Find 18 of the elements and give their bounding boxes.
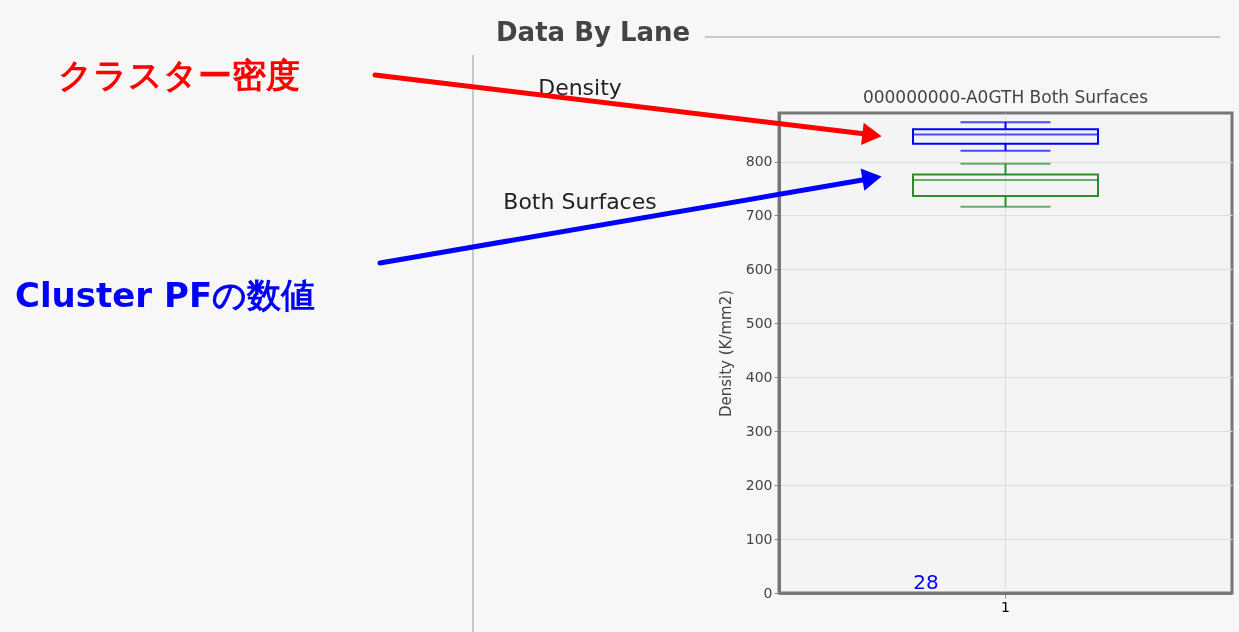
y-tick-label: 300	[745, 422, 773, 439]
y-tick-label: 500	[745, 314, 773, 331]
text: Data By Lane	[496, 17, 691, 47]
chart-title: 000000000-A0GTH Both Surfaces	[862, 87, 1149, 107]
y-tick-label: 700	[745, 206, 773, 223]
text: クラスター密度	[58, 55, 300, 95]
y-axis-title: Density (K/mm2)	[716, 289, 735, 418]
y-tick-label: 200	[745, 476, 773, 493]
text: Both Surfaces	[503, 189, 657, 214]
y-tick-label: 100	[745, 530, 773, 547]
y-tick-label: 600	[745, 260, 773, 277]
y-tick-label: 0	[763, 584, 773, 601]
y-tick-label: 800	[745, 153, 773, 170]
y-tick-label: 400	[745, 368, 773, 385]
x-tick-label: 1	[1001, 598, 1010, 615]
text: Density	[538, 75, 622, 100]
text: Cluster PFの数値	[15, 275, 316, 315]
annotation: 28	[913, 570, 939, 594]
